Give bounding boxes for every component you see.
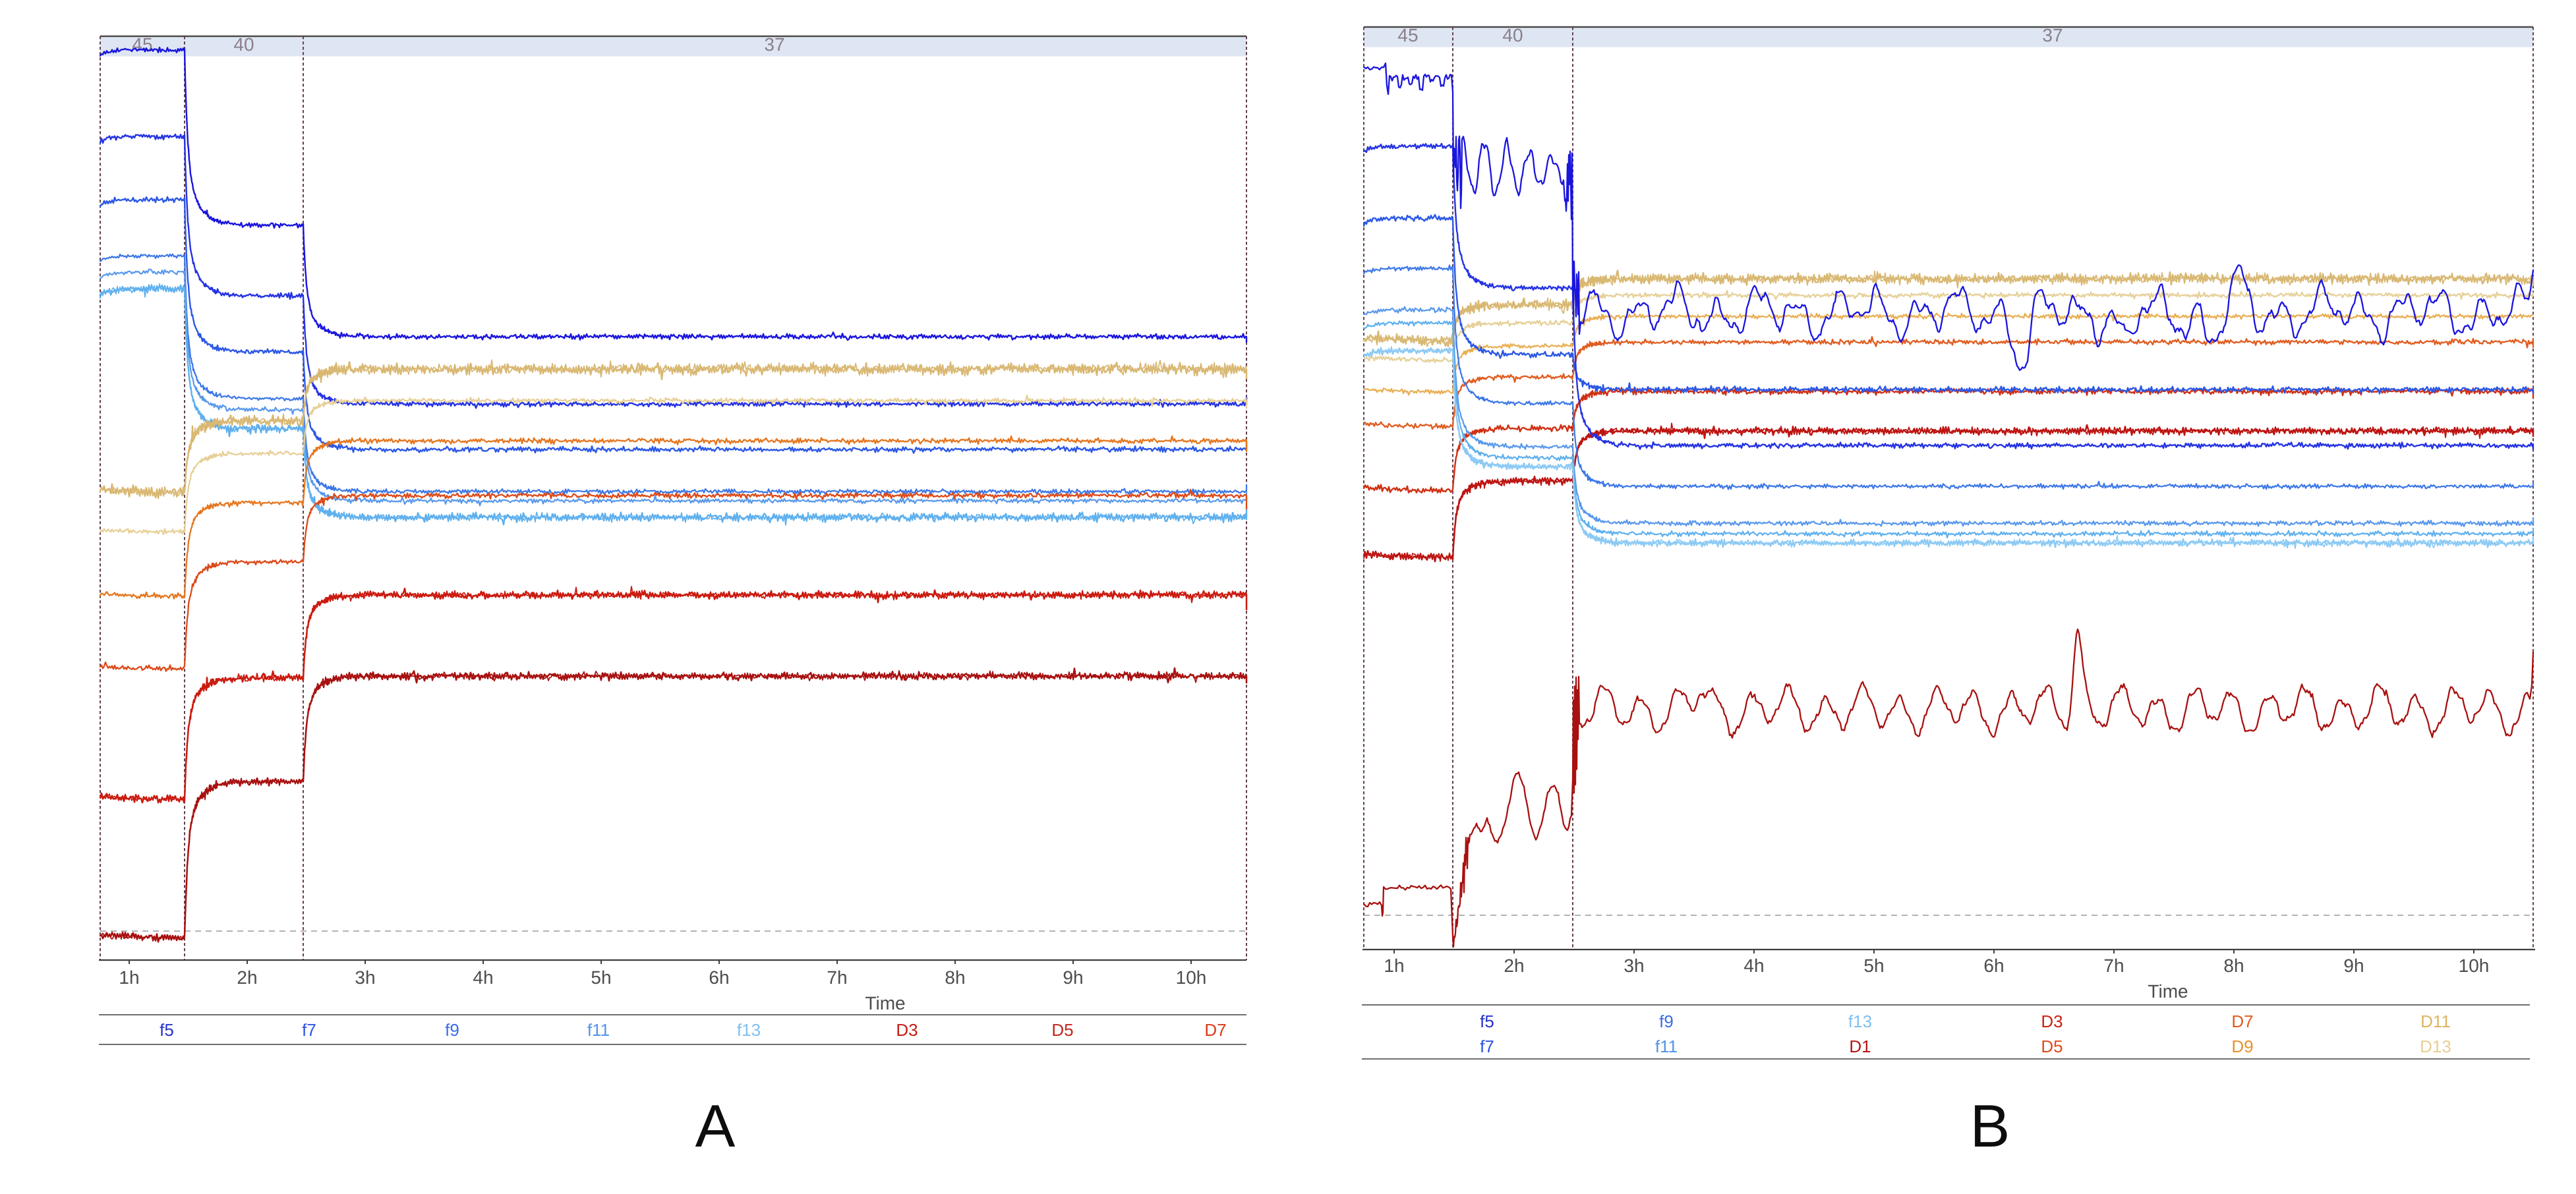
svg-text:f5: f5 <box>160 1020 174 1040</box>
svg-text:7h: 7h <box>2103 955 2124 976</box>
svg-text:9h: 9h <box>1063 967 1083 988</box>
svg-text:6h: 6h <box>709 967 729 988</box>
svg-text:f11: f11 <box>1655 1037 1678 1056</box>
svg-text:f13: f13 <box>737 1020 761 1040</box>
svg-text:5h: 5h <box>1863 955 1884 976</box>
svg-text:f5: f5 <box>1480 1011 1494 1031</box>
svg-text:1h: 1h <box>1384 955 1404 976</box>
svg-text:8h: 8h <box>2223 955 2244 976</box>
svg-text:D13: D13 <box>2420 1037 2451 1056</box>
svg-text:8h: 8h <box>945 967 965 988</box>
svg-text:6h: 6h <box>1983 955 2004 976</box>
svg-text:7h: 7h <box>827 967 847 988</box>
svg-text:D5: D5 <box>1051 1020 1073 1040</box>
svg-text:B: B <box>1970 1093 2010 1160</box>
svg-text:45: 45 <box>132 34 152 55</box>
svg-text:4h: 4h <box>1743 955 1764 976</box>
svg-text:37: 37 <box>764 34 784 55</box>
svg-text:3h: 3h <box>355 967 375 988</box>
svg-text:2h: 2h <box>1504 955 1524 976</box>
svg-text:D3: D3 <box>2041 1011 2063 1031</box>
svg-text:D1: D1 <box>1849 1037 1871 1056</box>
svg-text:2h: 2h <box>237 967 257 988</box>
svg-text:D9: D9 <box>2231 1037 2253 1056</box>
svg-text:D7: D7 <box>1204 1020 1226 1040</box>
svg-text:f11: f11 <box>587 1020 610 1040</box>
svg-text:f7: f7 <box>1480 1037 1494 1056</box>
svg-text:40: 40 <box>1502 25 1523 45</box>
svg-text:D7: D7 <box>2231 1011 2253 1031</box>
svg-text:3h: 3h <box>1624 955 1644 976</box>
svg-text:D5: D5 <box>2041 1037 2063 1056</box>
svg-text:10h: 10h <box>1176 967 1207 988</box>
svg-text:A: A <box>695 1093 736 1160</box>
svg-text:5h: 5h <box>591 967 611 988</box>
svg-text:f9: f9 <box>445 1020 459 1040</box>
svg-text:D11: D11 <box>2420 1011 2451 1031</box>
svg-text:37: 37 <box>2042 25 2063 45</box>
svg-text:4h: 4h <box>473 967 493 988</box>
svg-text:1h: 1h <box>119 967 139 988</box>
svg-text:f7: f7 <box>302 1020 316 1040</box>
svg-text:f13: f13 <box>1848 1011 1872 1031</box>
svg-text:10h: 10h <box>2459 955 2490 976</box>
svg-text:9h: 9h <box>2343 955 2364 976</box>
svg-text:Time: Time <box>2148 981 2188 1002</box>
svg-text:45: 45 <box>1397 25 1418 45</box>
svg-text:Time: Time <box>865 993 905 1013</box>
svg-text:D3: D3 <box>896 1020 918 1040</box>
svg-text:40: 40 <box>233 34 254 55</box>
svg-text:f9: f9 <box>1659 1011 1674 1031</box>
